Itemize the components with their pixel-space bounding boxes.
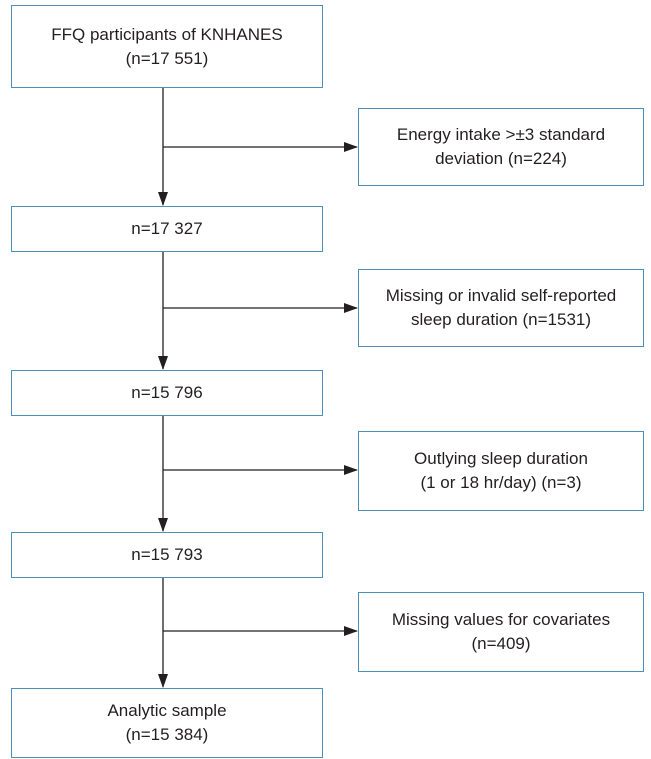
exclusion-outlying-sleep-line2: (1 or 18 hr/day) (n=3)	[420, 473, 582, 492]
exclusion-missing-covariates-line1: Missing values for covariates	[391, 610, 611, 629]
exclusion-outlying-sleep-line1: Outlying sleep duration	[414, 449, 588, 468]
exclusion-missing-sleep: Missing or invalid self-reported sleep d…	[358, 269, 644, 347]
exclusion-missing-covariates: Missing values for covariates (n=409)	[358, 592, 644, 672]
box-step-3: n=15 796	[11, 370, 323, 416]
box-step-4: n=15 793	[11, 532, 323, 578]
box-ffq-participants-title: FFQ participants of KNHANES	[51, 24, 283, 44]
box-step-2-count: n=17 327	[131, 219, 203, 238]
box-ffq-participants-count: (n=17 551)	[125, 48, 209, 68]
box-ffq-participants: FFQ participants of KNHANES (n=17 551)	[11, 5, 323, 88]
exclusion-energy-intake-line1: Energy intake >±3 standard	[396, 125, 606, 144]
box-step-4-count: n=15 793	[131, 545, 203, 564]
box-step-3-count: n=15 796	[131, 383, 203, 402]
box-analytic-sample-title: Analytic sample	[107, 701, 227, 720]
exclusion-missing-covariates-line2: (n=409)	[471, 634, 531, 653]
box-step-2: n=17 327	[11, 206, 323, 252]
exclusion-energy-intake-line2: deviation (n=224)	[435, 149, 567, 168]
exclusion-missing-sleep-line2: sleep duration (n=1531)	[410, 310, 592, 329]
box-analytic-sample: Analytic sample (n=15 384)	[11, 688, 323, 758]
exclusion-outlying-sleep: Outlying sleep duration (1 or 18 hr/day)…	[358, 431, 644, 511]
exclusion-missing-sleep-line1: Missing or invalid self-reported	[385, 286, 617, 305]
box-analytic-sample-count: (n=15 384)	[125, 725, 209, 744]
exclusion-energy-intake: Energy intake >±3 standard deviation (n=…	[358, 108, 644, 186]
